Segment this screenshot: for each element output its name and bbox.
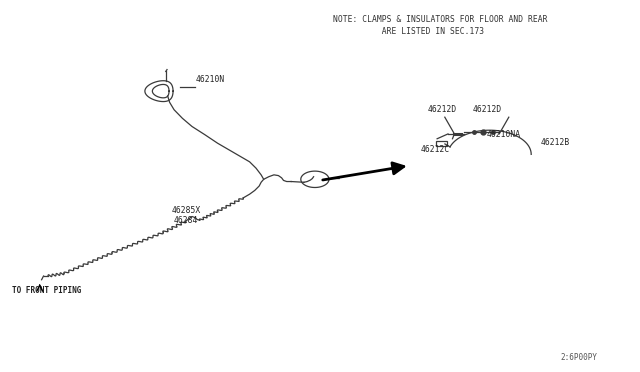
Text: 46285X: 46285X — [172, 206, 201, 215]
Text: 46212D: 46212D — [472, 105, 502, 114]
Text: 46212D: 46212D — [428, 105, 457, 114]
Text: TO FRONT PIPING: TO FRONT PIPING — [12, 286, 81, 295]
Text: 46212C: 46212C — [421, 145, 451, 154]
Text: 2:6P00PY: 2:6P00PY — [560, 353, 597, 362]
Text: 46212B: 46212B — [541, 138, 570, 147]
Text: 46210N: 46210N — [195, 76, 225, 84]
Text: 46284: 46284 — [174, 216, 198, 225]
FancyBboxPatch shape — [436, 141, 447, 146]
Text: NOTE: CLAMPS & INSULATORS FOR FLOOR AND REAR
          ARE LISTED IN SEC.173: NOTE: CLAMPS & INSULATORS FOR FLOOR AND … — [333, 15, 547, 36]
Text: 46210NA: 46210NA — [486, 130, 520, 139]
